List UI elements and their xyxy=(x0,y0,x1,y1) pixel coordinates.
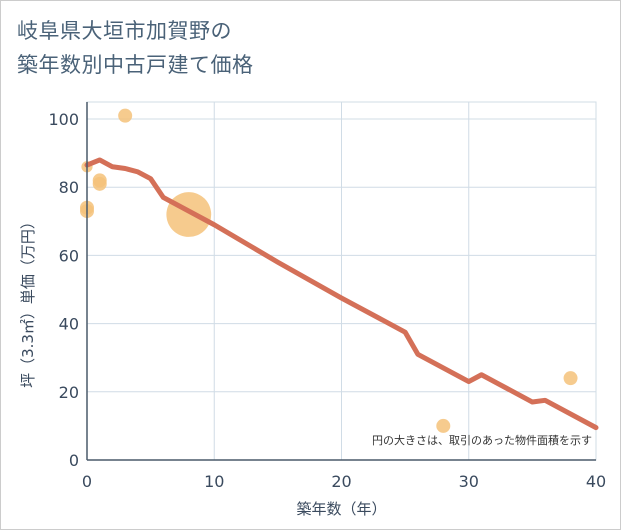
scatter-point-7 xyxy=(436,418,451,433)
scatter-point-5 xyxy=(118,108,133,123)
y-tick-label-60: 60 xyxy=(59,246,79,265)
y-axis-label: 坪（3.3㎡）単価（万円） xyxy=(19,214,37,388)
scatter-point-4 xyxy=(92,176,107,191)
x-tick-label-30: 30 xyxy=(459,472,479,491)
y-tick-label-20: 20 xyxy=(59,383,79,402)
x-tick-label-10: 10 xyxy=(204,472,224,491)
scatter-point-8 xyxy=(563,371,578,386)
x-tick-label-0: 0 xyxy=(82,472,92,491)
x-tick-label-40: 40 xyxy=(586,472,606,491)
tick-labels: 0 10 20 30 40 0 20 40 60 80 100 xyxy=(48,110,606,491)
y-tick-label-100: 100 xyxy=(48,110,79,129)
x-tick-label-20: 20 xyxy=(331,472,351,491)
chart-title-line-1: 岐阜県大垣市加賀野の xyxy=(17,19,232,43)
scatter-point-6 xyxy=(166,192,212,237)
x-axis-label: 築年数（年） xyxy=(296,500,386,518)
chart-title: 岐阜県大垣市加賀野の 築年数別中古戸建て価格 xyxy=(17,14,437,82)
trend-line xyxy=(84,157,599,431)
axes xyxy=(86,102,596,461)
y-tick-label-0: 0 xyxy=(69,451,79,470)
y-tick-label-40: 40 xyxy=(59,315,79,334)
y-tick-label-80: 80 xyxy=(59,178,79,197)
chart-title-line-2: 築年数別中古戸建て価格 xyxy=(17,53,254,77)
size-legend-note: 円の大きさは、取引のあった物件面積を示す xyxy=(372,433,592,447)
